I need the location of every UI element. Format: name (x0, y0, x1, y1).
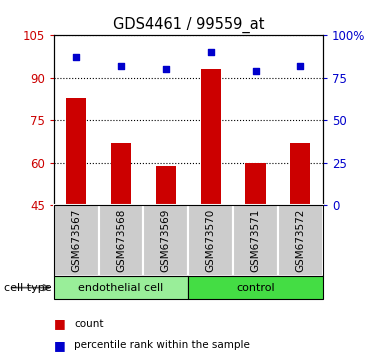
Text: count: count (74, 319, 104, 329)
Text: ■: ■ (54, 318, 66, 330)
Bar (156, 166, 176, 205)
Point (208, 50, 214, 55)
Bar (201, 69, 221, 205)
Bar (233, 205, 278, 276)
Point (253, 68, 259, 74)
Text: percentile rank within the sample: percentile rank within the sample (74, 340, 250, 350)
Text: GSM673568: GSM673568 (116, 209, 126, 273)
Bar (188, 276, 323, 299)
Bar (290, 143, 311, 205)
Bar (99, 205, 144, 276)
Bar (144, 205, 188, 276)
Bar (54, 205, 99, 276)
Bar (278, 205, 323, 276)
Point (163, 67, 169, 72)
Text: control: control (236, 282, 275, 293)
Text: GSM673569: GSM673569 (161, 209, 171, 273)
Bar (66, 98, 86, 205)
Bar (111, 143, 131, 205)
Bar (188, 205, 233, 276)
Text: cell type: cell type (4, 282, 51, 293)
Point (73, 55, 79, 60)
Text: GSM673567: GSM673567 (71, 209, 81, 273)
Text: GSM673571: GSM673571 (250, 209, 260, 273)
Text: ■: ■ (54, 339, 66, 352)
Point (298, 63, 303, 69)
Text: GSM673570: GSM673570 (206, 209, 216, 272)
Bar (54, 276, 188, 299)
Text: GSM673572: GSM673572 (295, 209, 305, 273)
Title: GDS4461 / 99559_at: GDS4461 / 99559_at (112, 16, 264, 33)
Text: endothelial cell: endothelial cell (78, 282, 164, 293)
Bar (246, 163, 266, 205)
Point (118, 63, 124, 69)
